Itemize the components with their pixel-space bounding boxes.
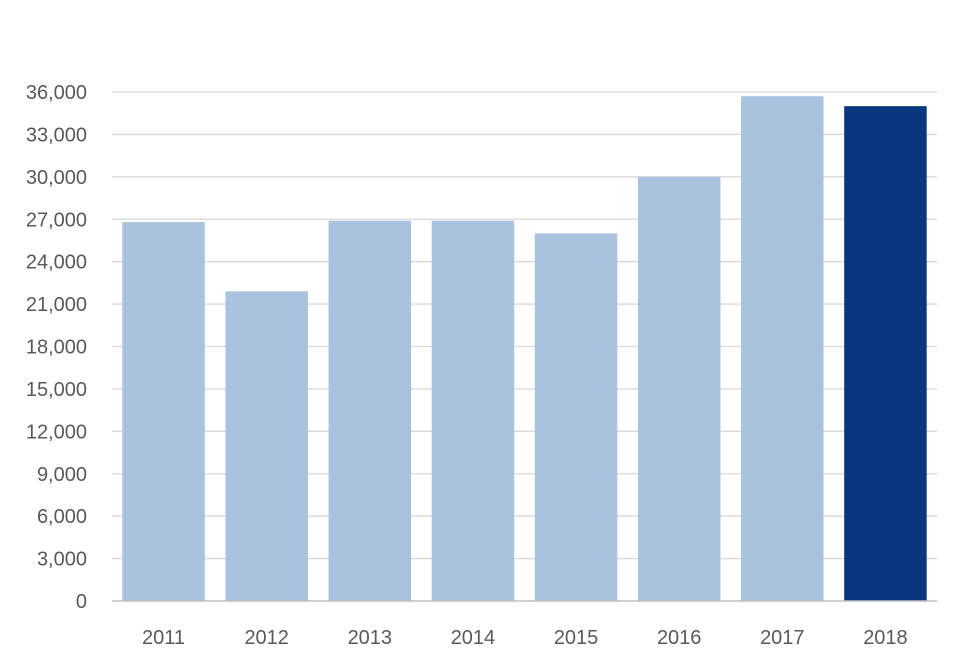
bar-2013 — [328, 220, 412, 602]
y-tick-label: 12,000 — [26, 421, 87, 443]
y-axis-tick-labels: 0 3,000 6,000 9,000 12,000 15,000 18,000 21,000… — [26, 82, 87, 613]
x-tick-label: 2016 — [657, 627, 702, 649]
x-axis-tick-labels: 2011 2012 2013 2014 2015 2016 2017 2018 — [142, 627, 908, 649]
bar-2016 — [637, 176, 721, 602]
x-tick-label: 2012 — [244, 627, 289, 649]
y-tick-label: 24,000 — [26, 252, 87, 274]
bar-2012 — [225, 291, 308, 601]
y-tick-label: 0 — [76, 591, 87, 613]
y-tick-label: 36,000 — [26, 82, 87, 104]
bar-2011 — [122, 222, 205, 602]
y-tick-label: 30,000 — [26, 167, 87, 189]
bar-2015 — [534, 233, 618, 601]
x-tick-label: 2014 — [451, 627, 496, 649]
x-tick-label: 2017 — [760, 627, 805, 649]
y-tick-label: 33,000 — [26, 124, 87, 146]
x-tick-label: 2015 — [554, 627, 599, 649]
bar-2017 — [741, 96, 824, 601]
y-tick-label: 18,000 — [26, 337, 87, 359]
y-tick-label: 27,000 — [26, 209, 87, 231]
bar-2014 — [431, 220, 515, 602]
x-tick-label: 2018 — [863, 627, 908, 649]
y-tick-label: 21,000 — [26, 294, 87, 316]
y-tick-label: 9,000 — [37, 464, 87, 486]
y-tick-label: 6,000 — [37, 506, 87, 528]
bars — [122, 96, 927, 602]
x-tick-label: 2011 — [142, 627, 185, 649]
y-tick-label: 3,000 — [37, 549, 87, 571]
bar-2018 — [844, 106, 927, 601]
y-tick-label: 15,000 — [26, 379, 87, 401]
x-tick-label: 2013 — [348, 627, 393, 649]
